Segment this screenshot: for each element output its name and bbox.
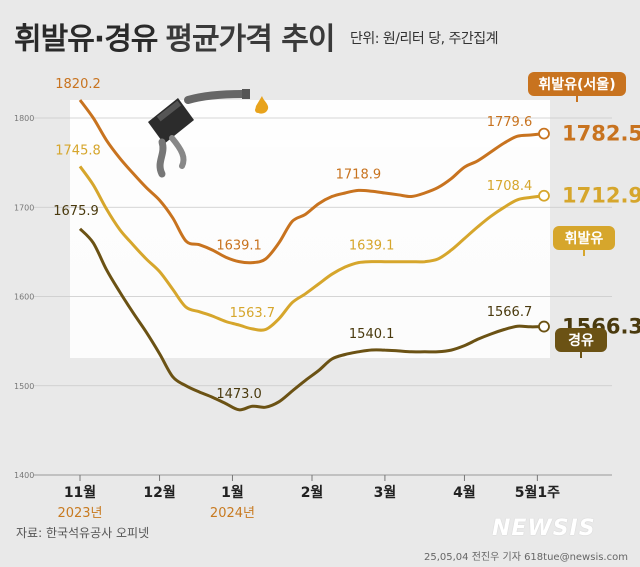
credit-line: 25,05,04 전진우 기자 618tue@newsis.com [424,552,628,563]
legend-badge-gasoline [553,226,615,250]
title-main: 휘발유·경유 [14,22,158,57]
x-tick-label: 12월 [143,484,175,501]
source-note: 자료: 한국석유공사 오피넷 [16,526,150,540]
fuel-drop-icon [255,96,269,114]
newsis-logo: NEWSIS [492,516,596,541]
data-label: 1745.8 [55,143,101,158]
data-label: 1473.0 [216,387,262,402]
x-tick-year: 2023년 [57,506,102,521]
x-tick-label: 5월1주 [515,484,560,501]
unit-note: 단위: 원/리터 당, 주간집계 [350,31,499,47]
data-label: 1708.4 [487,179,533,194]
legend-badge-diesel [555,328,607,352]
x-tick-label: 4월 [453,484,476,501]
series-end-marker-gasoline-seoul [538,127,550,140]
title-sub: 평균가격 추이 [165,22,335,57]
data-label: 1675.9 [53,204,99,219]
legend-label-gasoline-seoul: 휘발유(서울) [538,76,615,93]
series-line-gasoline-seoul [78,99,545,265]
data-label: 1779.6 [487,115,533,130]
data-label: 1639.1 [216,239,262,254]
x-tick-label: 11월 [64,484,96,501]
plot-band [70,100,550,358]
fuel-nozzle-icon [148,89,250,178]
y-tick-label: 1800 [14,114,34,123]
data-label: 1718.9 [336,167,382,182]
series-end-marker-diesel [538,320,550,333]
data-label: 1639.1 [349,239,395,254]
data-label: 1820.2 [55,77,101,92]
latest-value-gasoline: 1712.9 [562,184,640,208]
x-tick-year: 2024년 [210,506,255,521]
legend-badge-gasoline-seoul [528,72,626,96]
x-tick-label: 2월 [301,484,324,501]
series-line-gasoline [78,165,545,332]
y-tick-label: 1700 [14,203,34,212]
series-line-diesel [78,227,545,412]
data-label: 1563.7 [230,306,276,321]
data-label: 1540.1 [349,327,395,342]
latest-value-gasoline-seoul: 1782.5 [562,122,640,146]
data-label: 1566.7 [487,305,533,320]
x-tick-label: 3월 [374,484,397,501]
page-title: 휘발유·경유 평균가격 추이 [14,14,335,58]
legend-label-gasoline: 휘발유 [565,230,604,247]
y-tick-label: 1600 [14,293,34,302]
x-tick-label: 1월 [221,484,244,501]
y-tick-label: 1400 [14,471,34,480]
y-tick-label: 1500 [14,382,34,391]
legend-label-diesel: 경유 [568,332,594,349]
series-end-marker-gasoline [538,189,550,202]
